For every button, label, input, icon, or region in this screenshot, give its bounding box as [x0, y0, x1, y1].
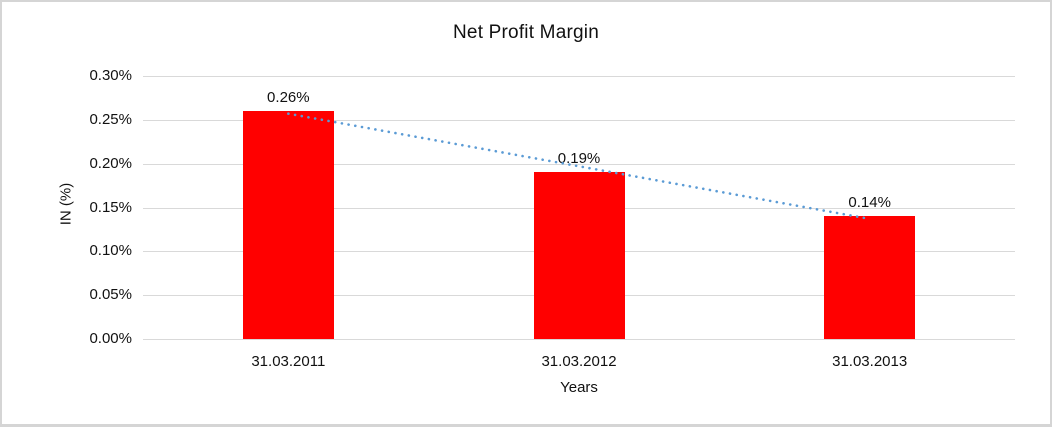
x-axis-tick-label: 31.03.2011: [251, 353, 326, 370]
x-axis-tick-label: 31.03.2012: [541, 353, 617, 370]
x-axis-tick-label: 31.03.2013: [832, 353, 908, 370]
bar-31.03.2013[interactable]: [824, 216, 916, 339]
y-axis-tick-label: 0.15%: [89, 198, 132, 216]
data-label: 0.26%: [267, 89, 310, 107]
chart-title: Net Profit Margin: [453, 22, 599, 43]
y-axis-tick-label: 0.10%: [89, 242, 132, 260]
y-axis-tick-label: 0.20%: [89, 154, 132, 172]
data-label: 0.19%: [557, 150, 601, 168]
plot-area: [143, 76, 1015, 340]
y-axis-tick-label: 0.25%: [89, 110, 132, 128]
y-axis-tick-label: 0.00%: [89, 330, 132, 347]
trendline-path: [287, 112, 871, 221]
x-axis-title: Years: [560, 379, 598, 396]
bar-31.03.2011[interactable]: [242, 111, 334, 339]
y-axis-tick-label: 0.05%: [89, 286, 132, 304]
y-axis-tick-label: 0.30%: [89, 67, 132, 84]
bar-31.03.2012[interactable]: [533, 172, 625, 339]
data-label: 0.14%: [848, 194, 891, 212]
